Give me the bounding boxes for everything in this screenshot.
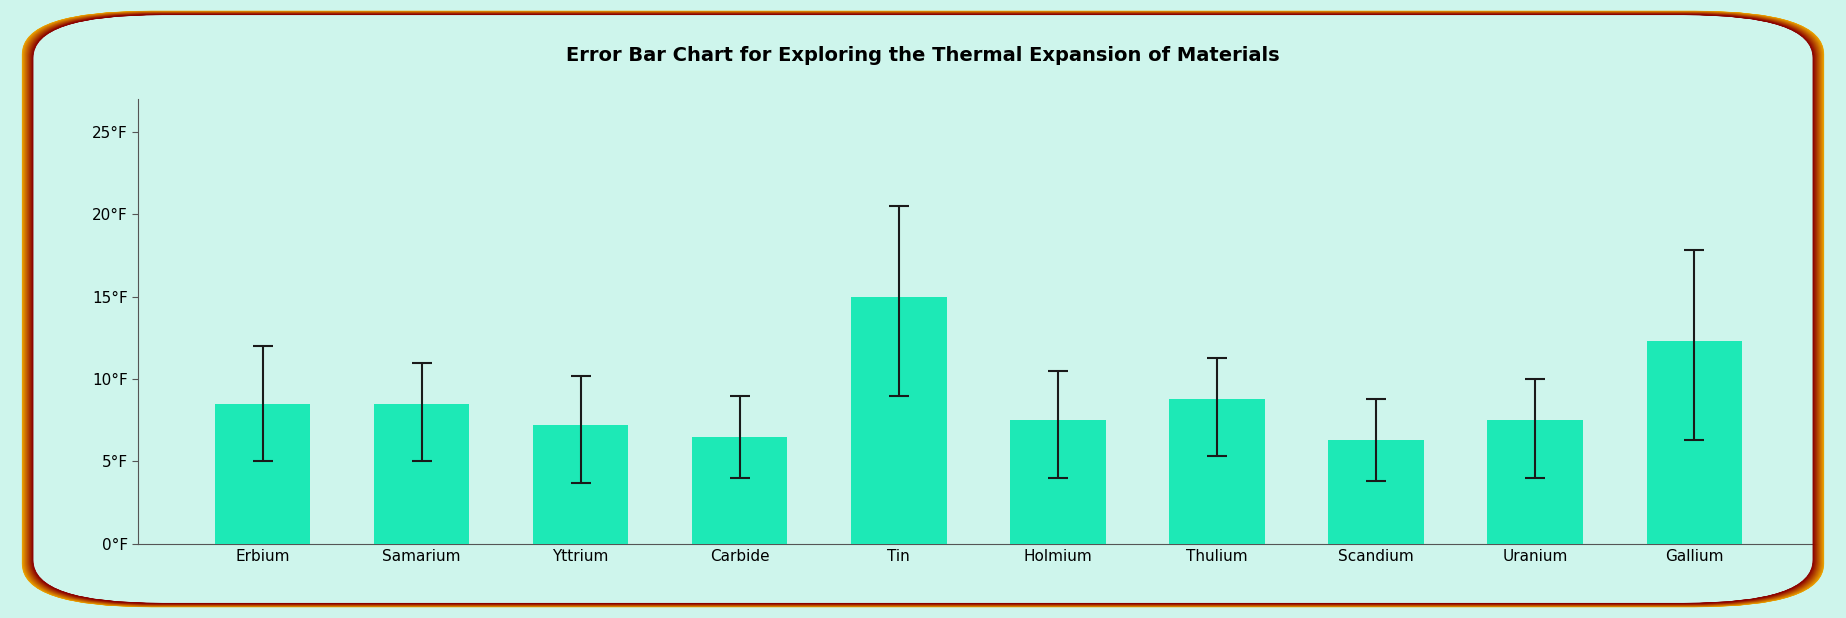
- Bar: [851, 297, 947, 544]
- Bar: [375, 404, 469, 544]
- Text: Error Bar Chart for Exploring the Thermal Expansion of Materials: Error Bar Chart for Exploring the Therma…: [567, 46, 1279, 65]
- Bar: [1647, 341, 1743, 544]
- Bar: [214, 404, 310, 544]
- Bar: [533, 425, 628, 544]
- Bar: [1329, 440, 1423, 544]
- Bar: [1488, 420, 1582, 544]
- Bar: [1169, 399, 1265, 544]
- Bar: [1010, 420, 1106, 544]
- Bar: [692, 437, 788, 544]
